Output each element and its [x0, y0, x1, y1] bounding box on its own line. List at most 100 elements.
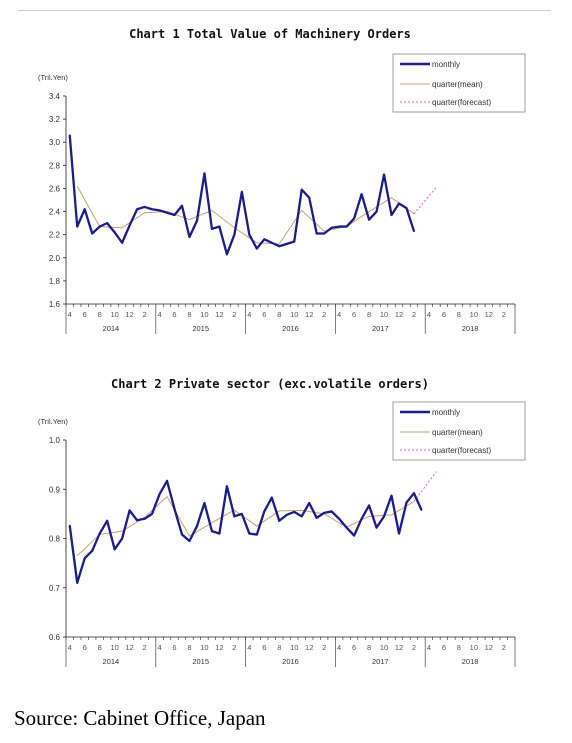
chart-2-monthly-point	[323, 511, 326, 514]
chart-2-monthly-point	[233, 515, 236, 518]
chart-1-xtick-label: 4	[427, 310, 431, 319]
chart-1-xtick-label: 4	[157, 310, 161, 319]
chart-1-monthly-point	[375, 210, 378, 213]
chart-1-series-monthly	[68, 135, 416, 256]
chart-2-monthly-point	[360, 517, 363, 520]
chart-2-xtick-label: 8	[457, 643, 461, 652]
chart-2-xtick-label: 10	[380, 643, 388, 652]
chart-1-ytick-label: 2.0	[49, 254, 61, 263]
chart-2-xtick-label: 10	[290, 643, 298, 652]
chart-2-monthly-point	[218, 532, 221, 535]
chart-2-monthly-point	[285, 513, 288, 516]
chart-2-xtick-label: 10	[110, 643, 118, 652]
chart-2-xtick-label: 8	[98, 643, 102, 652]
chart-1-unit-label: (Tril.Yen)	[38, 73, 68, 82]
chart-1-monthly-point	[270, 241, 273, 244]
chart-1-monthly-point	[173, 214, 176, 216]
chart-1-xtick-label: 6	[262, 310, 266, 319]
chart-1-xtick-label: 6	[83, 310, 87, 319]
chart-2-series-monthly	[68, 479, 423, 584]
chart-2-monthly-point	[151, 512, 153, 515]
chart-1-ytick-label: 2.4	[49, 208, 61, 217]
chart-1-monthly-point	[248, 233, 251, 236]
chart-1-ytick-label: 2.6	[49, 184, 61, 193]
chart-1-xtick-label: 12	[395, 310, 403, 319]
chart-2-monthly-point	[330, 510, 333, 513]
chart-2-monthly-point	[248, 532, 251, 535]
chart-1-legend-monthly: monthly	[432, 60, 460, 69]
chart-2-ytick-label: 0.6	[49, 633, 61, 642]
chart-2-monthly-point	[263, 510, 266, 513]
chart-2-monthly-point	[203, 502, 206, 504]
chart-1-xtick-label: 4	[68, 310, 72, 319]
chart-2-monthly-point	[353, 534, 356, 537]
chart-2-monthly-point	[181, 533, 183, 536]
chart-1-monthly-point	[181, 204, 183, 207]
chart-2-ytick-label: 1.0	[49, 436, 61, 445]
chart-1-monthly-point	[368, 218, 370, 221]
chart-2-xtick-label: 4	[337, 643, 341, 652]
chart-2-xtick-label: 2	[232, 643, 236, 652]
chart-1-monthly-point	[345, 225, 348, 228]
chart-1-monthly-point	[203, 172, 206, 175]
chart-2-xtick-label: 4	[68, 643, 72, 652]
chart-2-monthly-point	[345, 526, 348, 529]
chart-1-xtick-label: 8	[187, 310, 191, 319]
chart-1-monthly-point	[196, 219, 198, 222]
chart-1-monthly-point	[398, 202, 400, 205]
chart-2-legend-quarter-forecast: quarter(forecast)	[432, 446, 491, 455]
chart-2-year-label: 2015	[192, 657, 209, 666]
chart-1-monthly-point	[278, 245, 281, 248]
chart-2-xtick-label: 10	[470, 643, 478, 652]
chart-2-monthly-point	[136, 519, 138, 522]
source-note: Source: Cabinet Office, Japan	[14, 706, 266, 730]
chart-1-series-quarter-mean	[76, 185, 415, 245]
chart-1-monthly-point	[353, 217, 356, 220]
chart-1-monthly-point	[293, 240, 296, 243]
chart-1-xtick-label: 10	[110, 310, 118, 319]
chart-1-xtick-label: 6	[172, 310, 176, 319]
chart-1-xtick-label: 12	[305, 310, 313, 319]
chart-1-xtick-label: 10	[290, 310, 298, 319]
chart-2-monthly-point	[308, 502, 311, 504]
chart-2-xtick-label: 10	[200, 643, 208, 652]
chart-2-monthly-point	[225, 485, 228, 488]
chart-1-xtick-label: 8	[367, 310, 371, 319]
chart-1-xtick-label: 12	[125, 310, 133, 319]
chart-2-monthly-point	[270, 496, 273, 499]
chart-1-monthly-point	[218, 225, 221, 228]
chart-2-xtick-label: 4	[427, 643, 431, 652]
chart-1-xtick-label: 2	[142, 310, 146, 319]
chart-1-title: Chart 1 Total Value of Machinery Orders	[129, 27, 411, 41]
chart-2-year-label: 2018	[462, 657, 479, 666]
chart-2-monthly-point	[91, 549, 94, 552]
chart-2-xtick-label: 12	[125, 643, 133, 652]
chart-2-ytick-label: 0.9	[49, 485, 61, 494]
chart-1: Chart 1 Total Value of Machinery Orders …	[38, 27, 526, 334]
chart-1-xtick-label: 4	[337, 310, 341, 319]
chart-2-monthly-point	[383, 515, 385, 518]
chart-1-monthly-point	[151, 208, 153, 211]
chart-1-monthly-point	[106, 222, 109, 225]
chart-2-monthly-point	[143, 517, 146, 520]
chart-1-monthly-point	[240, 191, 243, 193]
chart-2-legend: monthly quarter(mean) quarter(forecast)	[392, 401, 526, 461]
chart-1-xtick-label: 10	[380, 310, 388, 319]
chart-1-xtick-label: 12	[215, 310, 223, 319]
chart-1-xtick-label: 8	[457, 310, 461, 319]
chart-2: Chart 2 Private sector (exc.volatile ord…	[38, 377, 526, 667]
chart-1-monthly-point	[330, 226, 333, 229]
chart-2-xtick-label: 12	[215, 643, 223, 652]
chart-2-xtick-label: 6	[442, 643, 446, 652]
chart-2-monthly-point	[390, 494, 393, 497]
chart-2-monthly-point	[375, 526, 378, 529]
chart-1-xtick-label: 12	[485, 310, 493, 319]
chart-1-year-label: 2018	[462, 324, 479, 333]
chart-1-ytick-label: 3.2	[49, 115, 61, 124]
chart-2-monthly-point	[413, 492, 415, 495]
chart-1-xtick-label: 2	[232, 310, 236, 319]
chart-2-xtick-label: 8	[187, 643, 191, 652]
chart-2-monthly-point	[113, 548, 116, 551]
chart-2-monthly-point	[211, 530, 213, 533]
chart-2-monthly-point	[240, 512, 243, 515]
